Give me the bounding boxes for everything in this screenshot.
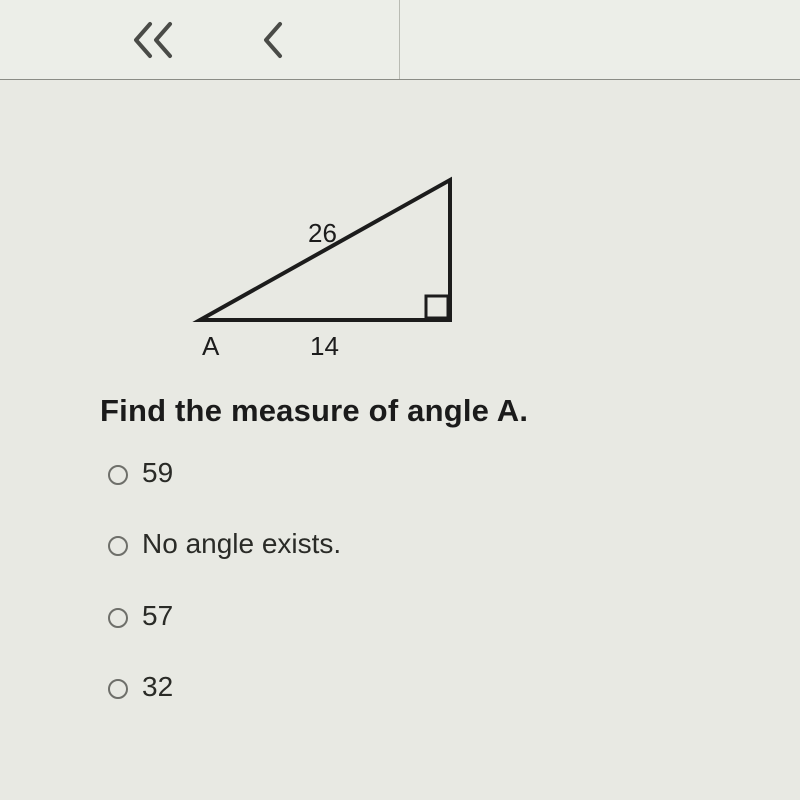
radio-icon[interactable] xyxy=(108,608,128,628)
triangle-diagram: 26 A 14 xyxy=(190,170,740,375)
option-0[interactable]: 59 xyxy=(108,463,740,492)
option-label: No angle exists. xyxy=(142,529,341,558)
radio-icon[interactable] xyxy=(108,679,128,699)
question-prompt: Find the measure of angle A. xyxy=(100,393,740,429)
base-label: 14 xyxy=(310,331,339,361)
vertex-a-label: A xyxy=(202,331,220,361)
radio-icon[interactable] xyxy=(108,465,128,485)
option-2[interactable]: 57 xyxy=(108,606,740,635)
question-area: 26 A 14 Find the measure of angle A. 59 … xyxy=(0,80,800,707)
chevron-left-icon[interactable] xyxy=(258,20,286,60)
option-3[interactable]: 32 xyxy=(108,677,740,706)
option-1[interactable]: No angle exists. xyxy=(108,534,740,563)
radio-icon[interactable] xyxy=(108,536,128,556)
hypotenuse-label: 26 xyxy=(308,218,337,248)
answer-options: 59 No angle exists. 57 32 xyxy=(108,463,740,707)
option-label: 57 xyxy=(142,601,173,630)
option-label: 59 xyxy=(142,458,173,487)
top-nav-bar xyxy=(0,0,800,80)
option-label: 32 xyxy=(142,672,173,701)
double-chevron-left-icon[interactable] xyxy=(130,20,178,60)
nav-left-region xyxy=(0,0,400,79)
